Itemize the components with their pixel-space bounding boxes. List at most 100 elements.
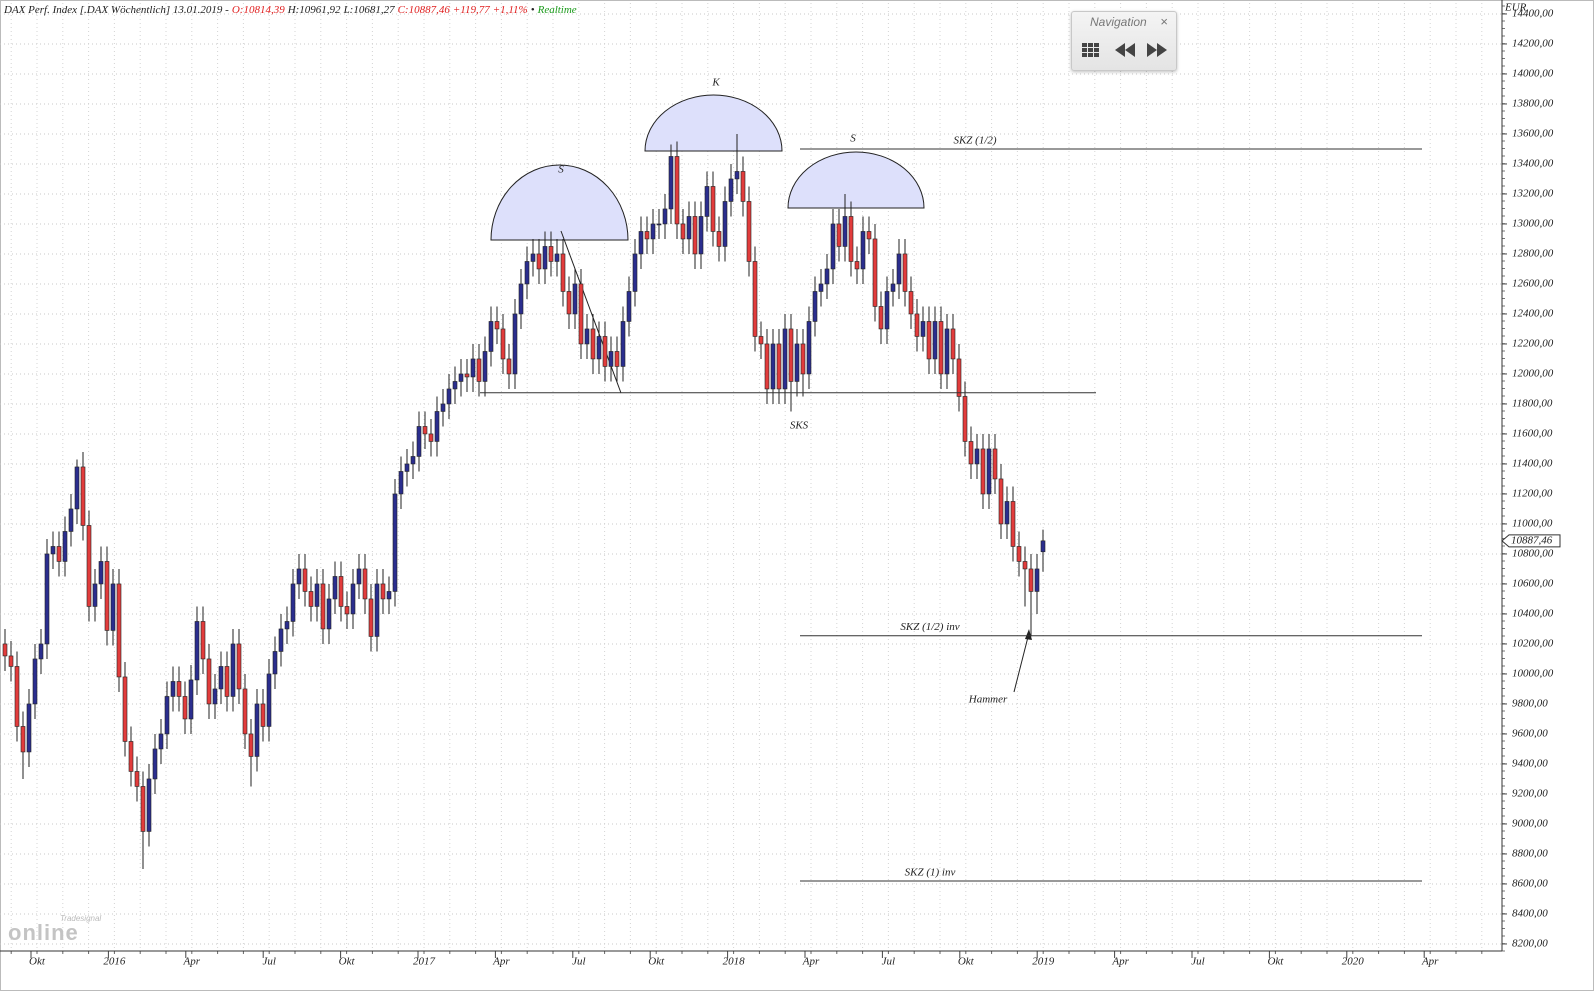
candle-body [788,328,794,382]
candle-body [242,688,248,735]
candle-body [158,733,164,750]
title-part: DAX Perf. Index [.DAX Wöchentlich] 13.01… [4,4,229,16]
y-tick-label: 9600,00 [1512,727,1548,739]
y-tick-label: 14400,00 [1512,7,1554,19]
y-tick-label: 12200,00 [1512,337,1554,349]
close-button[interactable]: × [1160,14,1168,29]
candle-body [758,336,764,345]
candle-body [584,328,590,345]
candle-body [728,178,734,202]
candle-body [578,283,584,345]
x-tick-label: Jul [882,956,895,968]
candle-body [926,321,932,360]
x-tick-label: 2020 [1342,956,1365,968]
candle-body [716,231,722,247]
y-tick-label: 10400,00 [1512,607,1554,619]
candle-body [644,231,650,240]
x-tick-label: 2017 [413,956,436,968]
title-part: Realtime [537,4,577,16]
candle-body [278,628,284,652]
candle-body [38,643,44,660]
x-tick-label: Jul [262,956,275,968]
grid-button[interactable] [1082,43,1099,57]
y-tick-label: 13600,00 [1512,127,1554,139]
title-part: O:10814,39 [231,4,285,16]
candle-body [146,778,152,832]
candle-body [896,253,902,285]
candle-body [236,643,242,690]
candle-body [746,201,752,262]
candle-body [440,403,446,412]
candle-body [230,643,236,697]
x-tick-label: Okt [958,956,975,968]
candle-body [542,246,548,270]
x-tick-label: Apr [802,956,820,968]
candle-body [572,283,578,315]
candle-body [176,681,182,697]
y-tick-label: 12400,00 [1512,307,1554,319]
candle-body [638,231,644,255]
candle-body [290,583,296,622]
y-tick-label: 11800,00 [1512,397,1553,409]
candle-body [908,291,914,315]
candle-body [692,216,698,255]
candle-body [434,411,440,442]
candle-body [662,208,668,225]
navigation-panel: Navigation × [1071,11,1177,71]
candle-body [944,328,950,375]
candle-body [698,216,704,255]
candle-body [1016,546,1022,562]
y-tick-label: 8200,00 [1512,937,1548,949]
candle-body [302,568,308,592]
y-tick-label: 14000,00 [1512,67,1554,79]
candle-body [1004,501,1010,525]
candle-body [710,186,716,232]
candle-body [122,676,128,742]
candle-body [734,171,740,180]
candle-body [314,583,320,607]
y-tick-label: 10800,00 [1512,547,1554,559]
chart-title: DAX Perf. Index [.DAX Wöchentlich] 13.01… [4,4,580,16]
y-tick-label: 9200,00 [1512,787,1548,799]
y-tick-label: 14200,00 [1512,37,1554,49]
x-tick-label: Okt [339,956,356,968]
candle-body [470,358,476,378]
forward-button[interactable] [1147,43,1167,57]
head-arc [644,94,783,152]
candle-body [134,771,140,787]
candle-body [986,448,992,495]
candle-body [68,508,74,532]
x-tick-label: Okt [1267,956,1284,968]
candle-body [566,291,572,315]
candle-body [308,591,314,607]
candle-body [80,466,86,526]
candle-body [320,583,326,630]
candle-body [530,253,536,262]
candle-body [86,525,92,607]
back-button[interactable] [1115,43,1135,57]
y-tick-label: 12000,00 [1512,367,1554,379]
y-tick-label: 9400,00 [1512,757,1548,769]
x-tick-label: Apr [1421,956,1439,968]
candle-body [416,426,422,457]
candle-body [218,666,224,690]
candle-body [200,621,206,660]
title-part: +1,11% [492,4,528,16]
candle-body [560,253,566,292]
candle-body [206,658,212,705]
candle-body [368,598,374,637]
candle-body [50,546,56,555]
level-label: SKZ (1/2) inv [900,621,959,633]
candle-body [902,253,908,292]
candle-body [284,621,290,630]
y-tick-label: 12800,00 [1512,247,1554,259]
y-tick-label: 13200,00 [1512,187,1554,199]
candle-body [770,343,776,390]
candle-body [752,261,758,337]
candle-body [224,666,230,697]
candle-body [26,703,32,753]
candle-body [680,223,686,240]
candle-body [890,283,896,292]
candle-body [632,253,638,292]
